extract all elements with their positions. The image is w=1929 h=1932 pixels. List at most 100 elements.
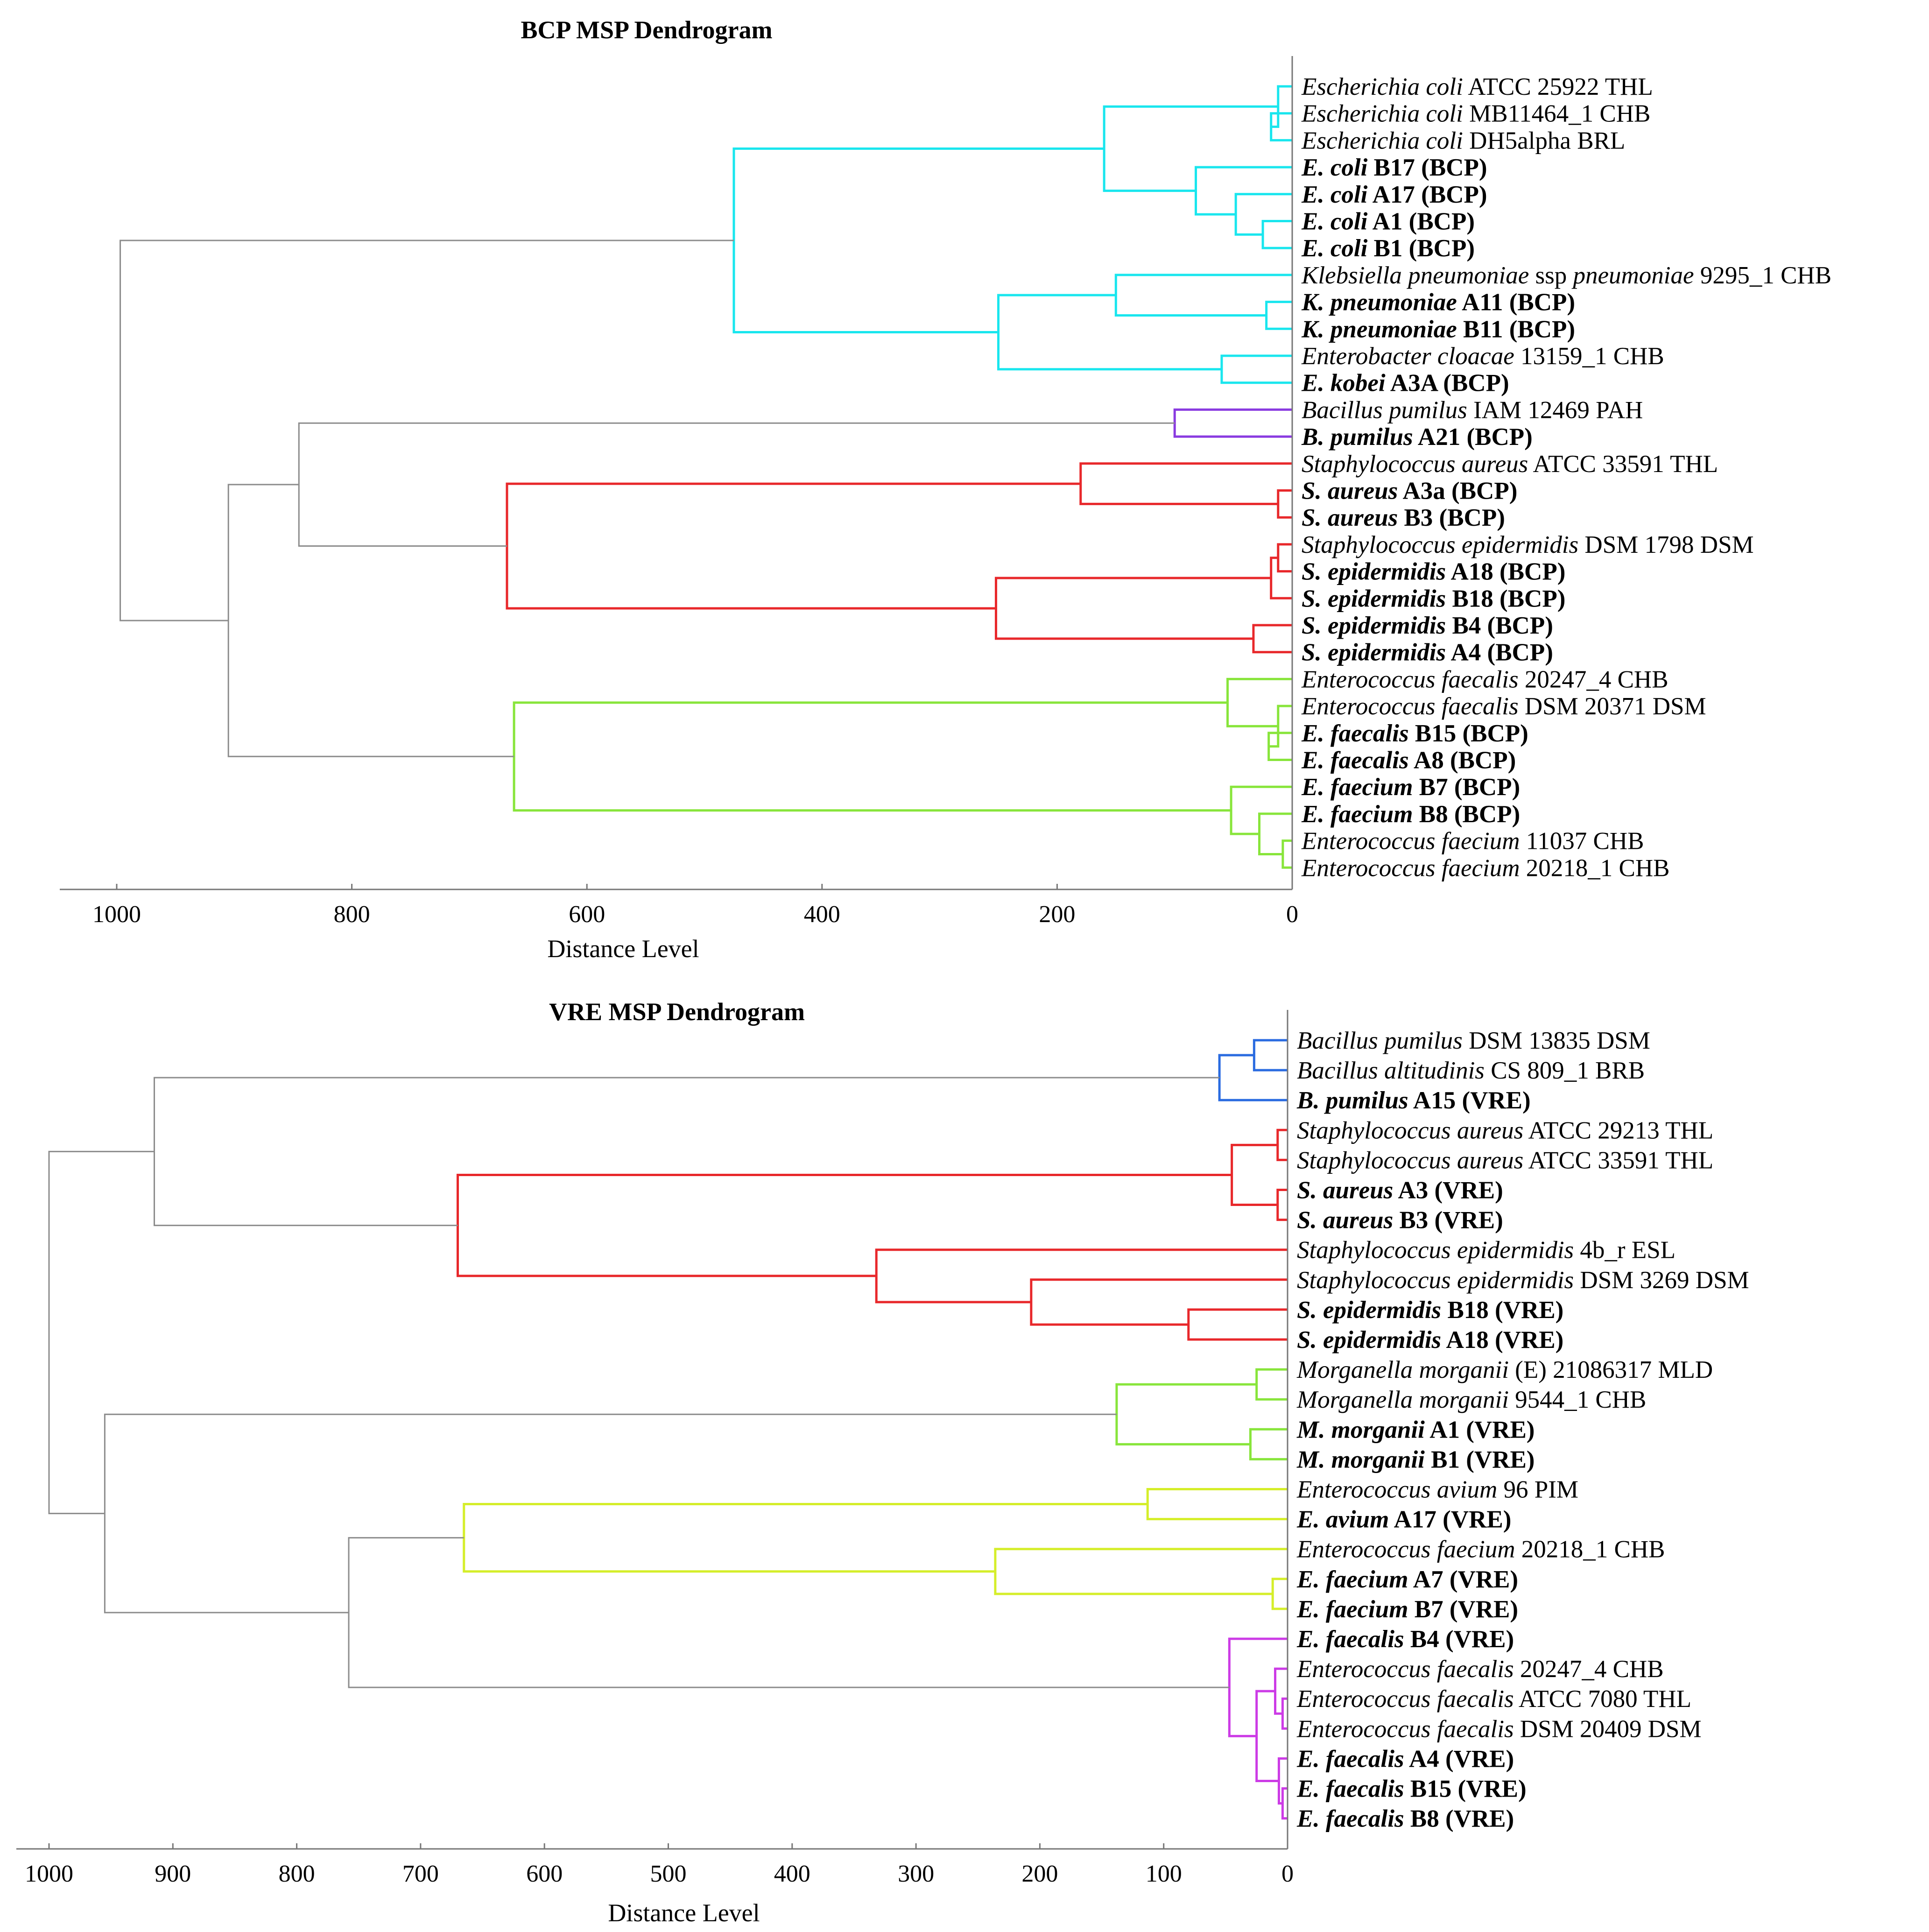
vre-leaf-label: E. faecium B7 (VRE) xyxy=(1296,1596,1518,1623)
bcp-leaf-label: Staphylococcus aureus ATCC 33591 THL xyxy=(1302,451,1718,478)
bcp-leaf-label: S. aureus A3a (BCP) xyxy=(1302,478,1517,505)
bcp-leaf-label: E. faecalis B15 (BCP) xyxy=(1301,720,1528,747)
vre-leaf-label: B. pumilus A15 (VRE) xyxy=(1296,1087,1531,1114)
vre-x-tick-label: 0 xyxy=(1281,1861,1294,1887)
bcp-merge-m7 xyxy=(1265,301,1292,330)
vre-merge-n14 xyxy=(1271,1578,1288,1610)
vre-leaf-label: E. faecalis B4 (VRE) xyxy=(1296,1626,1514,1653)
vre-leaf-label: E. faecium A7 (VRE) xyxy=(1296,1566,1518,1593)
vre-leaf-label: Morganella morganii (E) 21086317 MLD xyxy=(1296,1356,1713,1383)
bcp-leaf-label: E. faecium B8 (BCP) xyxy=(1301,801,1520,828)
vre-merge-n6 xyxy=(1187,1308,1288,1341)
bcp-merge-m3 xyxy=(1261,220,1292,249)
vre-merge-n16 xyxy=(463,1503,1148,1573)
vre-leaf-label: S. aureus A3 (VRE) xyxy=(1297,1177,1503,1204)
bcp-leaf-label: E. kobei A3A (BCP) xyxy=(1301,370,1509,397)
vre-merge-n20 xyxy=(1277,1757,1288,1805)
vre-x-axis-label: Distance Level xyxy=(608,1899,760,1927)
vre-merge-n7 xyxy=(1030,1278,1288,1326)
bcp-merge-m11 xyxy=(732,147,1105,334)
vre-leaf-label: Enterococcus faecium 20218_1 CHB xyxy=(1296,1536,1665,1563)
vre-leaf-label: Staphylococcus aureus ATCC 33591 THL xyxy=(1297,1147,1713,1174)
bcp-merge-m12 xyxy=(1173,408,1292,438)
vre-leaf-label: Staphylococcus epidermidis 4b_r ESL xyxy=(1297,1237,1676,1264)
vre-merge-n25 xyxy=(154,1077,1220,1227)
vre-merge-n13 xyxy=(1146,1488,1288,1521)
vre-x-tick-label: 100 xyxy=(1146,1861,1182,1887)
bcp-leaf-label: E. coli B1 (BCP) xyxy=(1301,235,1475,262)
bcp-leaf-label: Enterobacter cloacae 13159_1 CHB xyxy=(1301,343,1664,370)
vre-x-tick-label: 1000 xyxy=(25,1861,73,1887)
bcp-merge-m16 xyxy=(1270,557,1292,599)
bcp-x-tick-label: 600 xyxy=(569,901,605,928)
bcp-chart-title: BCP MSP Dendrogram xyxy=(521,16,773,44)
bcp-leaf-label: K. pneumoniae B11 (BCP) xyxy=(1301,316,1575,343)
bcp-leaf-label: Bacillus pumilus IAM 12469 PAH xyxy=(1302,396,1643,423)
bcp-leaf-label: S. epidermidis A4 (BCP) xyxy=(1302,639,1553,666)
bcp-merge-m14 xyxy=(1079,462,1292,505)
bcp-leaf-label: Escherichia coli MB11464_1 CHB xyxy=(1301,100,1650,127)
vre-merge-n1 xyxy=(1253,1039,1288,1072)
bcp-leaf-label: S. epidermidis B18 (BCP) xyxy=(1302,585,1565,612)
vre-x-tick-label: 900 xyxy=(155,1861,191,1887)
vre-merge-n5 xyxy=(1231,1143,1278,1206)
bcp-x-tick-label: 1000 xyxy=(92,901,141,928)
vre-merge-n15 xyxy=(994,1548,1288,1595)
bcp-x-tick-label: 0 xyxy=(1286,901,1298,928)
vre-leaf-label: Bacillus altitudinis CS 809_1 BRB xyxy=(1297,1057,1645,1084)
bcp-x-tick-label: 400 xyxy=(804,901,840,928)
vre-leaf-label: S. aureus B3 (VRE) xyxy=(1297,1207,1503,1234)
bcp-leaf-label: E. faecium B7 (BCP) xyxy=(1301,774,1520,801)
vre-dendrogram-panel: VRE MSP Dendrogram Distance Level Bacill… xyxy=(16,998,1749,1927)
bcp-leaf-label: Klebsiella pneumoniae ssp pneumoniae 929… xyxy=(1301,262,1831,289)
vre-merge-n10 xyxy=(1255,1368,1288,1401)
vre-leaf-label: Enterococcus faecalis ATCC 7080 THL xyxy=(1296,1685,1691,1713)
bcp-leaf-label: S. epidermidis B4 (BCP) xyxy=(1302,612,1553,639)
bcp-leaf-label: Enterococcus faecium 11037 CHB xyxy=(1301,828,1644,855)
vre-leaf-label: Enterococcus avium 96 PIM xyxy=(1296,1476,1578,1503)
bcp-merge-m17 xyxy=(1252,624,1292,654)
bcp-merge-m9 xyxy=(1220,354,1292,384)
vre-leaf-label: M. morganii B1 (VRE) xyxy=(1296,1446,1535,1473)
bcp-merge-m6 xyxy=(1103,105,1278,192)
bcp-leaf-label: Enterococcus faecium 20218_1 CHB xyxy=(1301,854,1670,881)
vre-leaf-label: E. faecalis B15 (VRE) xyxy=(1296,1776,1527,1803)
bcp-leaf-label: E. coli A17 (BCP) xyxy=(1301,181,1487,208)
bcp-merge-m18 xyxy=(994,577,1271,640)
bcp-leaf-label: K. pneumoniae A11 (BCP) xyxy=(1301,289,1575,316)
vre-x-tick-label: 500 xyxy=(650,1861,687,1887)
vre-x-tick-label: 300 xyxy=(898,1861,934,1887)
bcp-x-tick-label: 800 xyxy=(334,901,370,928)
bcp-leaf-label: Escherichia coli DH5alpha BRL xyxy=(1301,127,1625,154)
vre-leaf-label: E. faecalis B8 (VRE) xyxy=(1296,1805,1514,1833)
vre-merge-n8 xyxy=(875,1248,1288,1304)
vre-merge-n22 xyxy=(1228,1637,1288,1737)
vre-merge-n26 xyxy=(48,1150,155,1515)
bcp-merge-m5 xyxy=(1195,166,1292,216)
vre-merge-n19 xyxy=(1281,1787,1288,1820)
bcp-merge-m23 xyxy=(1281,839,1292,869)
vre-leaf-label: E. avium A17 (VRE) xyxy=(1296,1506,1511,1533)
vre-x-tick-label: 700 xyxy=(402,1861,439,1887)
vre-merge-n12 xyxy=(1115,1383,1257,1445)
vre-leaf-label: E. faecalis A4 (VRE) xyxy=(1296,1745,1514,1772)
bcp-merge-m22 xyxy=(1226,677,1292,727)
bcp-merge-m15 xyxy=(1277,543,1292,573)
vre-leaf-label: Staphylococcus aureus ATCC 29213 THL xyxy=(1297,1117,1713,1144)
vre-leaf-label: Bacillus pumilus DSM 13835 DSM xyxy=(1297,1027,1650,1054)
bcp-leaf-label: E. faecalis A8 (BCP) xyxy=(1301,747,1516,774)
bcp-merge-m29 xyxy=(120,240,734,621)
vre-merge-n23 xyxy=(348,1537,1230,1688)
vre-leaf-label: Morganella morganii 9544_1 CHB xyxy=(1296,1386,1646,1413)
vre-merge-n4 xyxy=(1276,1189,1288,1221)
bcp-leaf-label: Escherichia coli ATCC 25922 THL xyxy=(1301,73,1653,100)
bcp-leaf-label: Enterococcus faecalis DSM 20371 DSM xyxy=(1301,693,1706,720)
vre-leaf-label: S. epidermidis A18 (VRE) xyxy=(1297,1326,1563,1354)
vre-merge-n18 xyxy=(1274,1667,1288,1715)
bcp-x-axis-label: Distance Level xyxy=(547,935,699,963)
bcp-leaf-label: E. coli B17 (BCP) xyxy=(1301,154,1487,181)
bcp-leaf-label: Staphylococcus epidermidis DSM 1798 DSM xyxy=(1302,531,1754,558)
bcp-merge-m4 xyxy=(1234,193,1292,236)
bcp-merge-m13 xyxy=(1277,489,1292,519)
vre-merge-n11 xyxy=(1249,1428,1288,1460)
